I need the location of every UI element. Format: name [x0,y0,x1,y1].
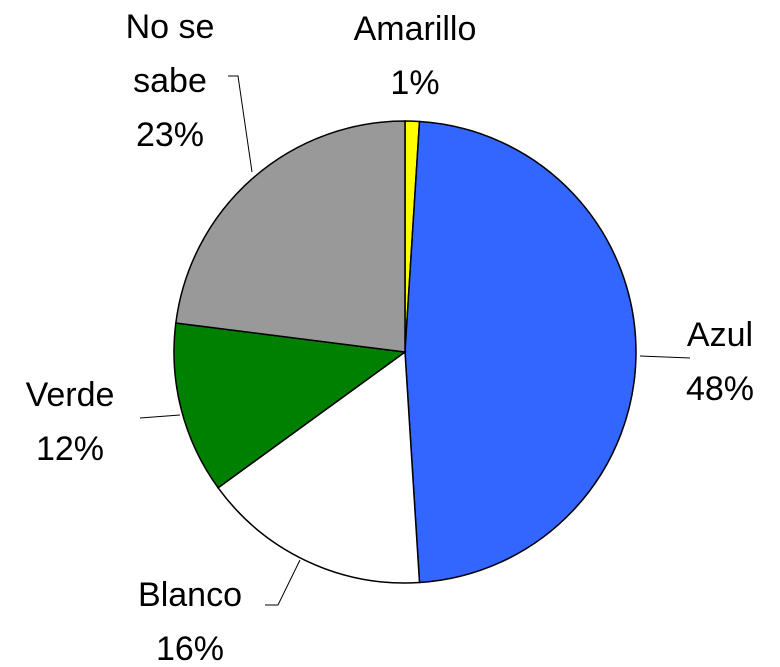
pie-slice [174,120,406,353]
slice-label: Verde 12% [0,368,155,476]
slice-label: No se sabe 23% [85,0,255,162]
leader-line [265,559,301,606]
value-label: 12% [35,430,105,468]
leader-line [228,75,253,173]
category-label: No se sabe [125,8,215,100]
leader-line [139,414,181,419]
category-label: Verde [25,376,115,414]
category-label: Blanco [138,576,242,614]
pie-slice [404,120,637,584]
slice-label: Amarillo 1% [330,2,500,110]
value-label: 16% [155,630,225,667]
leader-line [639,355,691,359]
value-label: 48% [685,370,755,408]
pie-slice [217,350,421,584]
value-label: 1% [390,64,440,102]
pie-slice [173,322,407,489]
value-label: 23% [135,116,205,154]
category-label: Amarillo [353,10,477,48]
slice-label: Azul 48% [635,308,780,416]
slice-label: Blanco 16% [105,568,275,667]
category-label: Azul [686,316,754,354]
